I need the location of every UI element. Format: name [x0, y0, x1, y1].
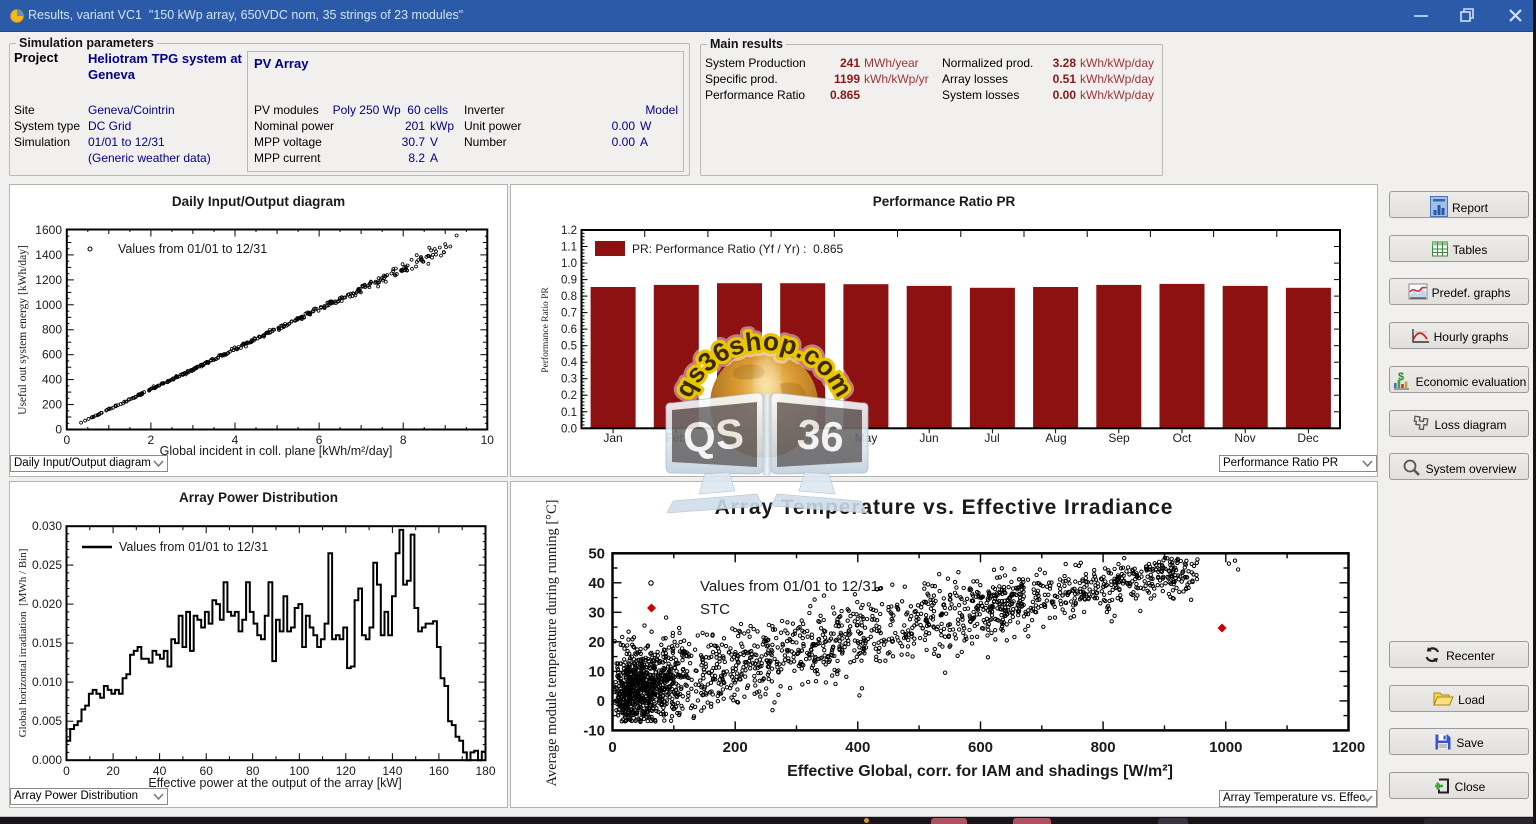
- svg-text:600: 600: [968, 739, 993, 756]
- svg-text:0.020: 0.020: [32, 597, 62, 611]
- svg-text:0: 0: [63, 764, 70, 778]
- svg-text:0.025: 0.025: [32, 558, 62, 572]
- svg-text:Jan: Jan: [603, 431, 622, 445]
- svg-text:600: 600: [42, 348, 62, 362]
- svg-text:0: 0: [597, 693, 605, 710]
- svg-text:$: $: [1398, 371, 1404, 383]
- svg-text:1000: 1000: [35, 298, 62, 312]
- svg-text:Effective power at the output: Effective power at the output of the arr…: [148, 776, 401, 790]
- svg-text:1.2: 1.2: [561, 225, 577, 237]
- svg-text:0.0: 0.0: [561, 423, 577, 435]
- svg-text:1200: 1200: [1332, 739, 1365, 756]
- svg-text:Values from 01/01 to 12/31: Values from 01/01 to 12/31: [118, 242, 267, 256]
- svg-text:0.5: 0.5: [561, 341, 577, 353]
- svg-text:Jun: Jun: [919, 431, 938, 445]
- svg-text:1200: 1200: [35, 273, 62, 287]
- svg-text:6: 6: [316, 433, 323, 447]
- svg-text:0.1: 0.1: [561, 407, 577, 419]
- svg-text:Effective Global, corr. for IA: Effective Global, corr. for IAM and shad…: [787, 763, 1173, 780]
- svg-text:1.1: 1.1: [561, 242, 577, 254]
- svg-text:Values from 01/01 to 12/31: Values from 01/01 to 12/31: [700, 578, 879, 595]
- svg-text:0: 0: [63, 433, 70, 447]
- svg-text:10: 10: [588, 663, 605, 680]
- svg-text:200: 200: [42, 398, 62, 412]
- svg-text:1.0: 1.0: [561, 258, 577, 270]
- svg-text:140: 140: [382, 764, 402, 778]
- svg-text:800: 800: [1091, 739, 1116, 756]
- svg-text:0.010: 0.010: [32, 675, 62, 689]
- svg-text:0.015: 0.015: [32, 636, 62, 650]
- svg-text:400: 400: [42, 373, 62, 387]
- svg-text:2: 2: [148, 433, 155, 447]
- svg-text:-10: -10: [583, 722, 605, 739]
- svg-text:Jul: Jul: [984, 431, 999, 445]
- svg-text:Dec: Dec: [1297, 431, 1318, 445]
- svg-text:120: 120: [336, 764, 356, 778]
- svg-text:Oct: Oct: [1173, 431, 1192, 445]
- svg-text:0.8: 0.8: [561, 291, 577, 303]
- svg-text:1400: 1400: [35, 248, 62, 262]
- svg-text:Nov: Nov: [1234, 431, 1255, 445]
- svg-text:10: 10: [481, 433, 495, 447]
- svg-text:QS: QS: [681, 409, 746, 461]
- svg-text:Values from 01/01 to 12/31: Values from 01/01 to 12/31: [119, 540, 268, 554]
- svg-text:60: 60: [200, 764, 214, 778]
- svg-text:Global incident in coll. plane: Global incident in coll. plane [kWh/m²/d…: [160, 444, 393, 458]
- svg-text:160: 160: [429, 764, 449, 778]
- svg-text:180: 180: [475, 764, 495, 778]
- svg-text:0.6: 0.6: [561, 324, 577, 336]
- svg-text:STC: STC: [700, 601, 730, 618]
- svg-text:0.2: 0.2: [561, 390, 577, 402]
- svg-text:36: 36: [795, 410, 846, 461]
- svg-text:30: 30: [588, 604, 605, 621]
- svg-text:Average module temperature dur: Average module temperature during runnin…: [544, 500, 560, 787]
- svg-text:0.4: 0.4: [561, 357, 578, 369]
- svg-text:Performance Ratio PR: Performance Ratio PR: [540, 287, 551, 373]
- svg-text:800: 800: [42, 323, 62, 337]
- svg-text:4: 4: [232, 433, 239, 447]
- svg-text:1600: 1600: [35, 223, 62, 237]
- svg-text:0.005: 0.005: [32, 714, 62, 728]
- svg-text:1000: 1000: [1209, 739, 1242, 756]
- svg-text:80: 80: [246, 764, 260, 778]
- svg-text:400: 400: [845, 739, 870, 756]
- svg-text:20: 20: [106, 764, 120, 778]
- svg-text:40: 40: [153, 764, 167, 778]
- svg-text:8: 8: [400, 433, 407, 447]
- svg-text:20: 20: [588, 634, 605, 651]
- svg-text:100: 100: [289, 764, 309, 778]
- svg-text:50: 50: [588, 545, 605, 562]
- svg-text:0.3: 0.3: [561, 374, 577, 386]
- svg-text:Global horizontal irradiation: Global horizontal irradiation [MWh / Bin…: [17, 549, 29, 738]
- svg-text:0: 0: [55, 423, 62, 437]
- svg-text:PR: Performance Ratio (Yf / Yr: PR: Performance Ratio (Yf / Yr) : 0.865: [632, 242, 844, 256]
- svg-text:Aug: Aug: [1045, 431, 1066, 445]
- svg-text:Sep: Sep: [1108, 431, 1130, 445]
- svg-text:0.000: 0.000: [32, 753, 62, 767]
- svg-text:0.030: 0.030: [32, 519, 62, 533]
- svg-text:Useful out system energy [kWh/: Useful out system energy [kWh/day]: [17, 245, 29, 415]
- svg-text:40: 40: [588, 575, 605, 592]
- svg-text:200: 200: [723, 739, 748, 756]
- svg-text:0.9: 0.9: [561, 275, 577, 287]
- svg-text:0: 0: [608, 739, 616, 756]
- svg-text:0.7: 0.7: [561, 308, 577, 320]
